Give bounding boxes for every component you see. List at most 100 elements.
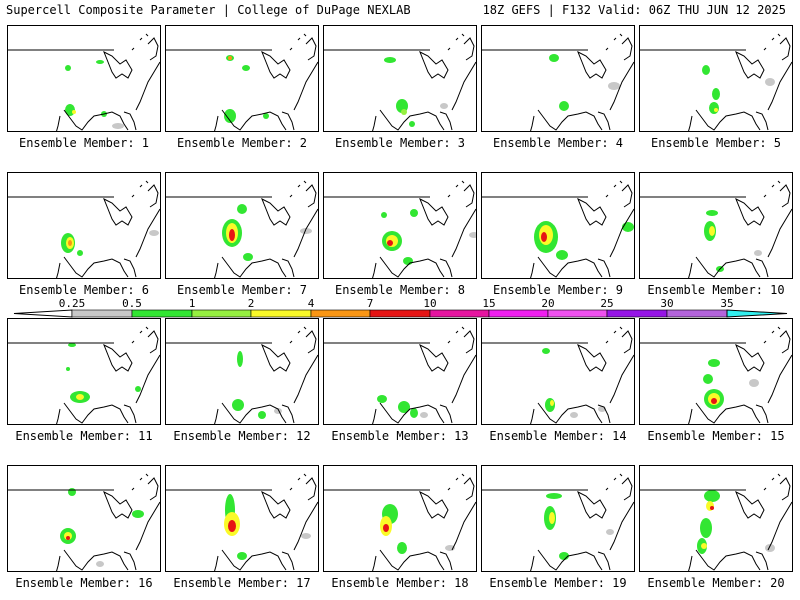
map-outline: [597, 111, 611, 131]
map-outline: [605, 473, 623, 491]
scp-contour-area: [545, 398, 555, 412]
map-outline: [463, 184, 475, 208]
map-outline: [609, 354, 634, 404]
us-map: [324, 326, 476, 424]
ensemble-member-label: Ensemble Member: 5: [650, 136, 782, 150]
map-outline: [281, 551, 295, 571]
map-outline: [735, 50, 765, 79]
ensemble-member-map: [481, 172, 635, 279]
map-outline: [147, 330, 159, 354]
map-outline: [597, 258, 611, 278]
scp-contour-area: [420, 412, 428, 418]
us-map: [482, 473, 634, 571]
map-outline: [767, 61, 792, 111]
scp-contour-area: [68, 488, 76, 496]
scp-contour-area: [96, 60, 104, 64]
colorbar-tick-label: 1: [188, 297, 196, 310]
scp-contour-area: [700, 518, 712, 538]
ensemble-member-label: Ensemble Member: 2: [176, 136, 308, 150]
map-outline: [577, 490, 607, 519]
map-outline: [56, 262, 61, 278]
map-outline: [372, 555, 377, 571]
model-valid-time: 18Z GEFS | F132 Valid: 06Z THU JUN 12 20…: [482, 3, 786, 17]
scp-contour-area: [224, 109, 236, 123]
map-outline: [103, 490, 133, 519]
map-outline: [609, 208, 634, 258]
map-outline: [63, 109, 129, 131]
map-outline: [103, 50, 133, 79]
map-outline: [214, 555, 219, 571]
scp-contour-area: [550, 400, 554, 406]
ensemble-member-label: Ensemble Member: 7: [176, 283, 308, 297]
scp-contour-area: [546, 493, 562, 499]
us-map: [8, 326, 160, 424]
us-map: [166, 33, 318, 131]
map-outline: [419, 50, 449, 79]
map-outline: [123, 111, 137, 131]
map-outline: [372, 408, 377, 424]
ensemble-member-label: Ensemble Member: 4: [492, 136, 624, 150]
map-outline: [103, 343, 133, 372]
ensemble-member-map: [7, 318, 161, 425]
map-outline: [214, 262, 219, 278]
scp-contour-area: [749, 379, 759, 387]
map-outline: [763, 33, 781, 51]
map-outline: [103, 197, 133, 226]
scp-contour-area: [96, 561, 104, 567]
map-outline: [779, 477, 791, 501]
ensemble-member-label: Ensemble Member: 11: [15, 429, 153, 443]
map-outline: [755, 404, 769, 424]
scp-contour-area: [77, 250, 83, 256]
colorbar-tick-label: 35: [720, 297, 734, 310]
map-outline: [755, 258, 769, 278]
map-outline: [577, 50, 607, 79]
map-outline: [281, 404, 295, 424]
map-outline: [419, 343, 449, 372]
map-outline: [56, 115, 61, 131]
map-outline: [305, 477, 317, 501]
scp-contour-area: [765, 78, 775, 86]
ensemble-member-map: [165, 25, 319, 132]
map-outline: [451, 501, 476, 551]
map-outline: [767, 354, 792, 404]
us-map: [8, 180, 160, 278]
colorbar-segment: [666, 309, 728, 318]
map-outline: [379, 549, 445, 571]
map-outline: [281, 111, 295, 131]
ensemble-member-map: [639, 172, 793, 279]
colorbar-tick-label: 10: [423, 297, 437, 310]
map-outline: [451, 61, 476, 111]
map-outline: [135, 501, 160, 551]
map-outline: [695, 402, 761, 424]
scp-contour-area: [709, 102, 719, 114]
map-outline: [688, 262, 693, 278]
colorbar-tick-label: 25: [600, 297, 614, 310]
map-outline: [147, 477, 159, 501]
map-outline: [123, 551, 137, 571]
map-outline: [609, 61, 634, 111]
map-outline: [530, 262, 535, 278]
map-outline: [463, 477, 475, 501]
map-outline: [221, 549, 287, 571]
map-outline: [293, 61, 318, 111]
scp-contour-area: [398, 401, 410, 413]
map-outline: [530, 555, 535, 571]
scp-contour-area: [706, 210, 718, 216]
ensemble-member-label: Ensemble Member: 13: [331, 429, 469, 443]
scp-contour-area: [708, 359, 720, 367]
map-title: Supercell Composite Parameter | College …: [6, 3, 411, 17]
scp-contour-area: [712, 88, 720, 100]
colorbar-tick-label: 15: [482, 297, 496, 310]
us-map: [640, 33, 792, 131]
map-outline: [221, 109, 287, 131]
scp-contour-area: [149, 230, 159, 236]
scp-contour-area: [754, 250, 762, 256]
scp-contour-area: [709, 226, 715, 236]
scp-contour-area: [242, 65, 250, 71]
us-map: [482, 180, 634, 278]
ensemble-member-map: [323, 172, 477, 279]
ensemble-member-label: Ensemble Member: 6: [18, 283, 150, 297]
map-outline: [735, 490, 765, 519]
scp-contour-area: [66, 367, 70, 371]
map-outline: [537, 256, 603, 278]
